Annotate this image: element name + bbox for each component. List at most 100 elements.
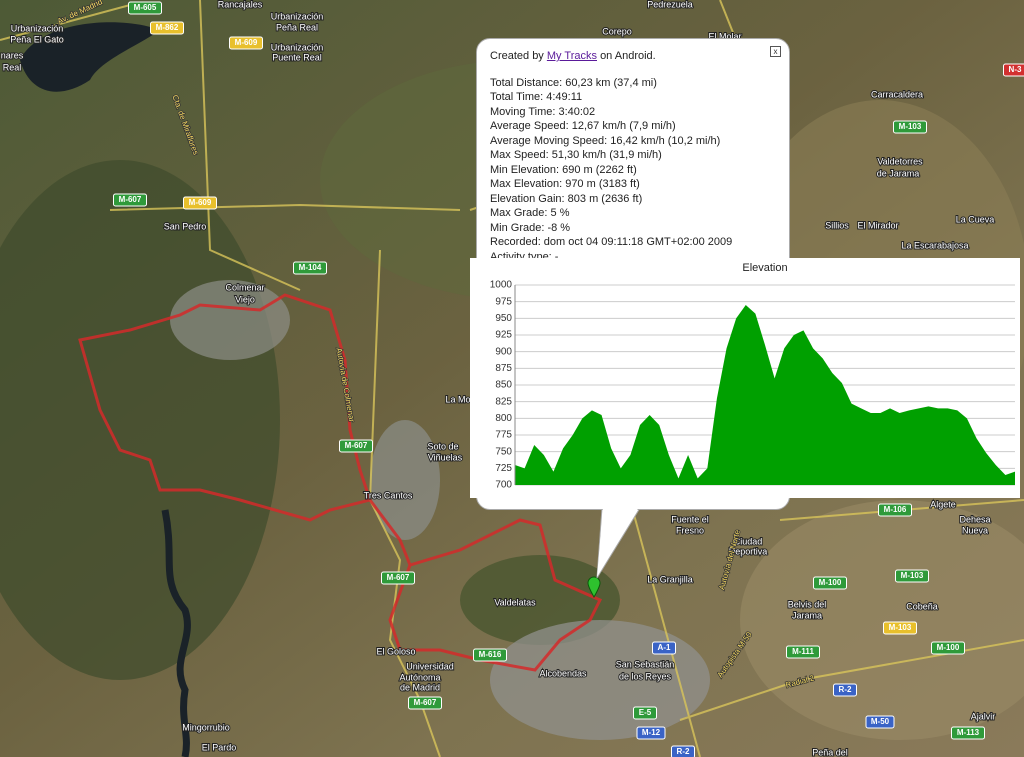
place-label: Rancajales [218,0,263,9]
y-tick-label: 975 [495,296,512,307]
stat-line: Total Time: 4:49:11 [490,91,583,103]
road-label: R-2 [839,685,852,694]
road-label: M-12 [642,728,661,737]
place-label: Universidad [406,661,454,671]
place-label: Soto de [427,441,458,451]
place-label: Belvis del [788,599,827,609]
road-label: M-113 [957,728,980,737]
place-label: Mingorrubio [182,722,230,732]
text: Created by [490,50,544,62]
road-shield [878,503,912,517]
place-label: El Goloso [376,646,415,656]
field [740,500,1024,740]
place-label: Carracaldera [871,89,923,99]
road-shield [128,1,162,15]
road-shield [893,120,927,134]
start-pin [587,576,601,599]
place-label: Peña El Gato [10,34,64,44]
road-label: M-100 [819,578,842,587]
river [161,509,191,757]
road-label: A-1 [658,643,671,652]
road-shield [293,261,327,275]
elevation-chart: Elevation 700 725 750 775 800 825 850 875 900 925… [470,258,1020,498]
place-label: Cobeña [906,601,938,611]
road-shield [408,696,442,710]
stats: Total Distance: 60,23 km (37,4 mi) Total … [490,76,732,265]
y-tick-label: 925 [495,330,512,341]
road-shield [183,196,217,210]
place-label: La Granjilla [647,574,693,584]
popup-tail-fill [597,507,639,577]
place-label: de Madrid [400,682,440,692]
place-label: Ciudad [734,536,763,546]
place-label: Algete [930,499,956,509]
reservoir [20,22,160,92]
close-button[interactable]: x [770,46,781,57]
stat-line: Max Grade: 5 % [490,207,570,219]
road-shield [633,706,657,720]
road-shield [951,726,985,740]
place-label: La Escarabajosa [901,240,968,250]
road-shield [150,21,184,35]
y-tick-label: 950 [495,313,512,324]
road-shield [883,621,917,635]
place-label: Fresno [676,525,704,535]
created-line: Created by My Tracks on Android. [490,49,732,64]
y-tick-label: 900 [495,346,512,357]
place-label: Sillios [825,220,849,230]
place-label: San Sebastián [616,659,675,669]
place-label: Autónoma [399,672,440,682]
y-tick-label: 875 [495,363,512,374]
place-label: La Cueva [956,214,995,224]
chart-title: Elevation [742,262,787,274]
road-shield [865,715,895,729]
place-label: Ajalvir [971,711,996,721]
road-label: M-607 [119,195,142,204]
place-label: Dehesa [959,514,990,524]
road-label: M-100 [937,643,960,652]
y-tick-label: 800 [495,413,512,424]
road-label: M-106 [884,505,907,514]
road-label: E-5 [639,708,652,717]
place-label: Deportiva [729,546,768,556]
place-label: Valdelatas [494,597,536,607]
y-tick-label: 775 [495,430,512,441]
place-label: Urbanización [271,11,324,21]
road-shield [786,645,820,659]
road-label: R-2 [677,747,690,756]
road-shield [833,683,857,697]
road-label: M-609 [189,198,212,207]
place-label: de Jarama [877,168,920,178]
road-shield [229,36,263,50]
place-label: Puente Real [272,52,322,62]
road-shield [931,641,965,655]
y-tick-label: 850 [495,380,512,391]
place-label: de los Reyes [619,671,672,681]
town [170,280,290,360]
place-label: Urbanización [11,23,64,33]
place-label: Jarama [792,610,822,620]
road-shield [671,745,695,757]
place-label: El Mirador [857,220,898,230]
y-tick-label: 700 [495,480,512,491]
y-tick-label: 725 [495,463,512,474]
y-tick-label: 750 [495,446,512,457]
track [78,293,603,672]
place-label: Viñuelas [428,452,463,462]
place-label: Colmenar [225,282,264,292]
road-shield [113,193,147,207]
stat-line: Min Grade: -8 % [490,221,571,234]
stat-line: Max Speed: 51,30 km/h (31,9 mi/h) [490,149,662,161]
road-shield [652,641,676,655]
y-tick-label: 1000 [490,280,513,291]
y-tick-label: 825 [495,396,512,407]
place-label: Fuente el [671,514,709,524]
place-label: El Pardo [202,742,237,752]
stat-line: Max Elevation: 970 m (3183 ft) [490,178,640,190]
link[interactable]: My Tracks [546,50,597,62]
town [370,420,440,540]
place-label: Valdetorres [877,156,923,166]
road-shield [473,648,507,662]
